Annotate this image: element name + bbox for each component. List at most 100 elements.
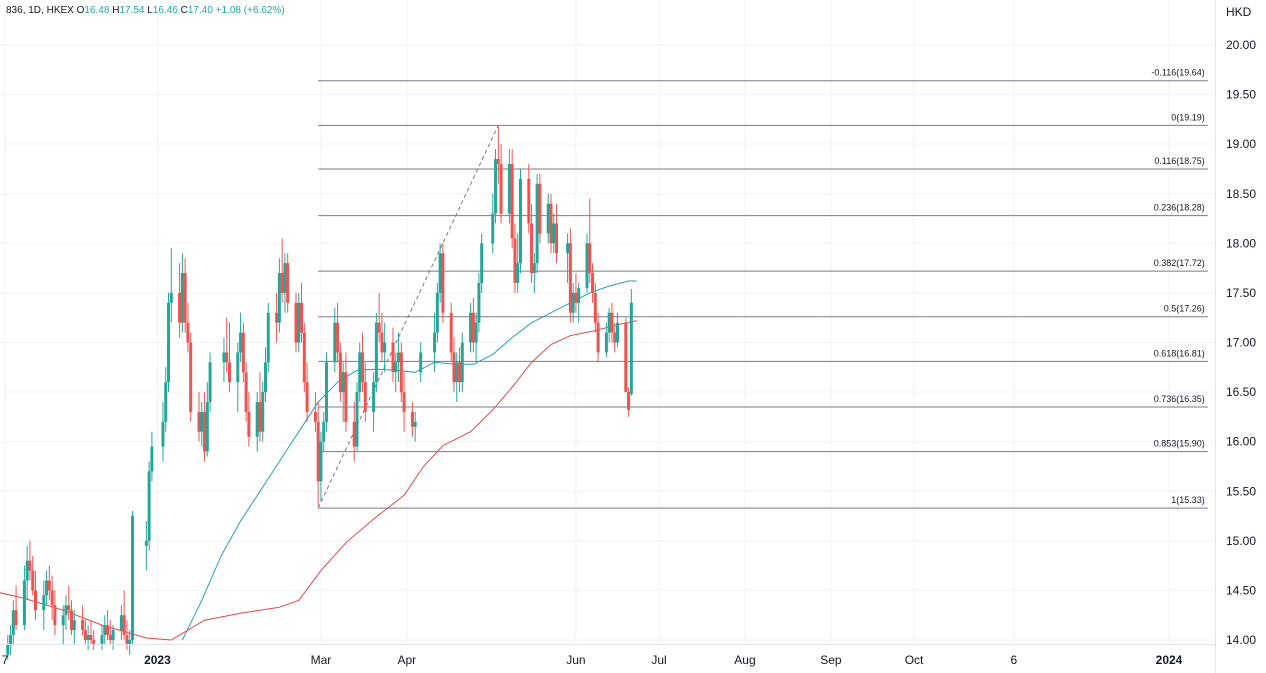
candle-body [9,635,13,645]
candle-body [410,411,414,427]
candle-body [552,223,556,244]
fib-level-label: 0.116(18.75) [1154,156,1204,166]
price-tick-label: 16.50 [1226,385,1256,399]
candle-up [130,511,134,645]
time-tick-label: Jul [651,653,666,667]
price-tick-label: 20.00 [1226,38,1256,52]
candle-up [435,283,439,343]
candle-down [81,605,85,636]
time-tick-label: Apr [398,653,417,667]
candle-body [130,516,134,640]
candle-body [255,402,259,437]
candle-body [6,644,10,655]
fib-level-label: 0.853(15.90) [1154,439,1205,449]
candle-body [275,312,279,323]
price-tick-label: 18.00 [1226,236,1256,250]
candle-down [92,630,96,650]
candle-down [125,620,129,650]
candle-body [399,352,403,393]
candle-body [11,610,15,636]
candle-body [83,630,87,640]
candle-up [516,233,520,293]
candle-down [458,347,462,393]
candle-body [302,332,306,383]
interval[interactable]: 1D [28,5,42,16]
candle-up [455,352,459,402]
fib-level-label: 1(15.33) [1171,495,1205,505]
candle-down [441,243,445,323]
candle-up [383,322,387,373]
candle-down [402,372,406,432]
candle-body [183,273,187,323]
candle-body [394,362,398,373]
candle-body [319,441,323,482]
candle-body [433,332,437,353]
candle-body [103,625,107,636]
candle-body [438,253,442,293]
candle-body [361,352,365,383]
candle-down [624,317,628,393]
candle-body [305,382,309,412]
candle-down [555,203,559,264]
candle-body [458,362,462,383]
candle-down [391,327,395,383]
candle-up [546,193,550,244]
candle-body [613,332,617,343]
candle-up [397,332,401,383]
time-tick-label: 2023 [144,653,171,667]
candle-body [513,238,517,283]
candle-up [103,615,107,645]
candle-up [208,352,212,412]
price-tick-label: 15.50 [1226,484,1256,498]
price-tick-label: 18.50 [1226,187,1256,201]
candle-down [538,173,542,244]
candle-body [92,640,96,645]
candle-up [419,342,423,383]
candle-up [333,307,337,373]
candle-down [122,590,126,640]
candle-down [568,228,572,323]
candle-down [275,292,279,343]
candle-down [203,392,207,462]
candle-up [266,302,270,373]
candle-up [566,233,570,283]
candle-down [613,322,617,353]
price-tick-label: 14.00 [1226,633,1256,647]
candle-body [604,332,608,353]
candle-body [277,273,281,323]
candle-body [197,411,201,432]
candle-down [588,198,592,283]
candle-body [264,362,268,393]
candle-up [111,625,115,650]
candle-body [629,302,633,395]
candle-body [189,342,193,412]
candle-down [363,362,367,422]
candle-body [167,302,171,383]
candle-up [72,610,76,645]
candle-body [358,352,362,393]
candle-down [227,322,231,393]
fib-retracement[interactable]: -0.116(19.64) 0(19.19) 0.116(18.75) 0.236(1… [317,68,1208,509]
candle-up [535,173,539,274]
change-value: +1.08 (+6.62%) [215,5,285,16]
candle-up [25,545,29,601]
candle-body [261,392,265,432]
candle-body [372,382,376,412]
candle-down [70,600,74,636]
candle-down [596,312,600,363]
candle-up [205,382,209,457]
candle-up [394,352,398,393]
candle-down [527,164,531,234]
candle-body [100,635,104,645]
candle-up [480,233,484,293]
candle-body [610,312,614,333]
candle-body [577,287,581,303]
candle-up [64,595,68,631]
candle-body [31,570,35,591]
symbol[interactable]: 836 [6,5,23,16]
candle-up [11,600,15,645]
candle-body [574,292,578,303]
candle-up [277,258,281,333]
